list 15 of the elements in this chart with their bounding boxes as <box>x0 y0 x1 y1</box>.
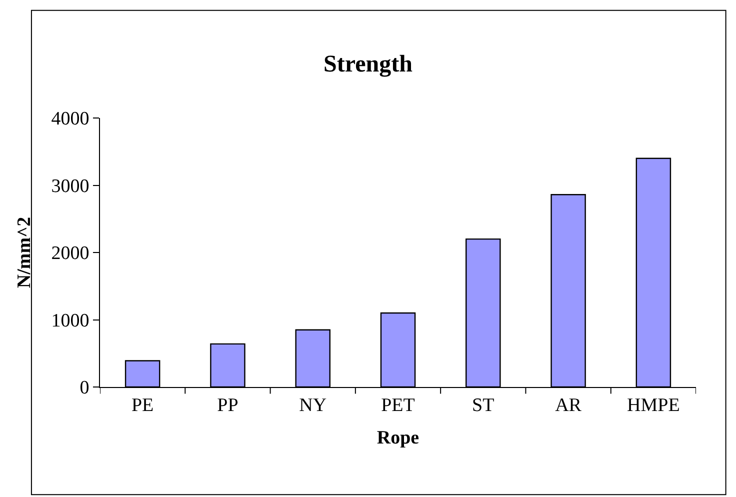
x-tick-label: AR <box>555 394 582 416</box>
y-tick-label: 1000 <box>51 310 90 332</box>
y-tick-label: 3000 <box>51 176 90 197</box>
x-tick-label: NY <box>299 394 327 416</box>
x-tick-label: HMPE <box>627 394 680 416</box>
x-axis-title: Rope <box>376 428 420 449</box>
y-tick-label: 2000 <box>51 243 90 264</box>
y-axis-title: N/mm^2 <box>14 216 36 288</box>
y-tick-label: 0 <box>80 378 90 399</box>
y-tick-label: 4000 <box>51 108 90 130</box>
x-tick-label: PP <box>217 394 238 416</box>
x-tick-label: PE <box>131 394 154 416</box>
chart-title: Strength <box>324 51 412 78</box>
x-tick-label: ST <box>472 394 495 416</box>
x-tick-label: PET <box>381 394 416 416</box>
